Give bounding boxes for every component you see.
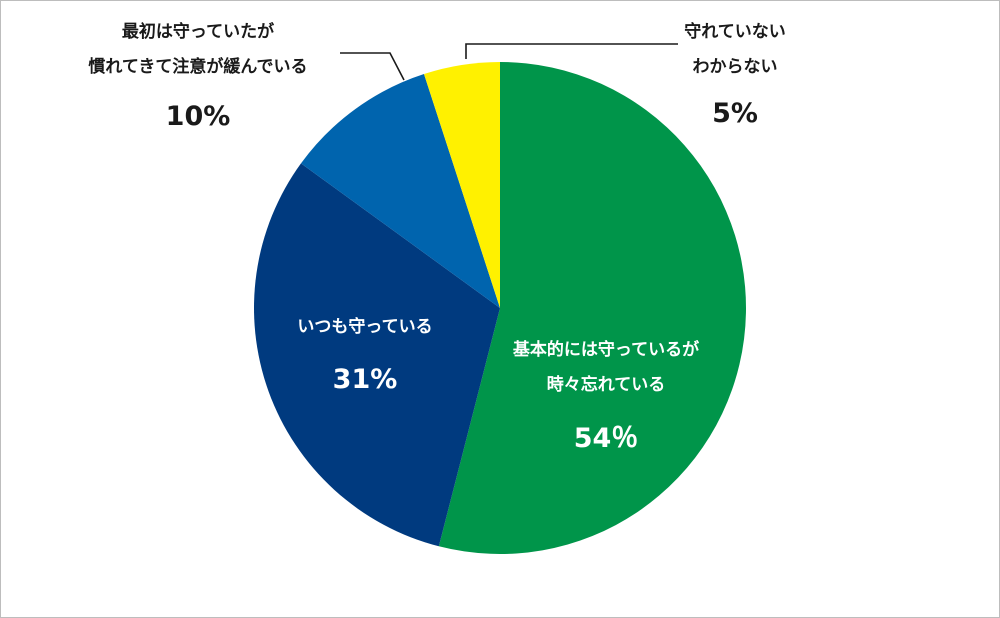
- slice-1-label-line-2: 時々忘れている: [547, 374, 666, 395]
- slice-3-label-line-1: 最初は守っていたが: [122, 21, 274, 42]
- slice-3-label-line-2: 慣れてきて注意が緩んでいる: [88, 56, 307, 77]
- leader-lines: [340, 43, 678, 81]
- slice-2-percent-label: 31%: [333, 364, 398, 395]
- leader-line-5: [465, 43, 678, 59]
- slice-1-percent-label: 54％: [574, 423, 639, 454]
- slice-4-wedge: [423, 62, 500, 308]
- slice-3-percent-label: 10%: [166, 101, 231, 132]
- leader-line-10: [340, 52, 405, 81]
- pie-slices: [253, 62, 747, 555]
- slice-4-label-line-2: わからない: [693, 57, 778, 77]
- slice-3-wedge: [300, 74, 500, 308]
- slice-1-label-line-1: 基本的には守っているが: [512, 339, 699, 360]
- slice-2-label-line-1: いつも守っている: [297, 316, 432, 337]
- slice-2-wedge: [253, 163, 500, 547]
- slice-4-label-line-1: 守れていない: [684, 21, 786, 42]
- slice-4-percent-label: 5%: [712, 98, 758, 129]
- slice-1-wedge: [438, 62, 747, 555]
